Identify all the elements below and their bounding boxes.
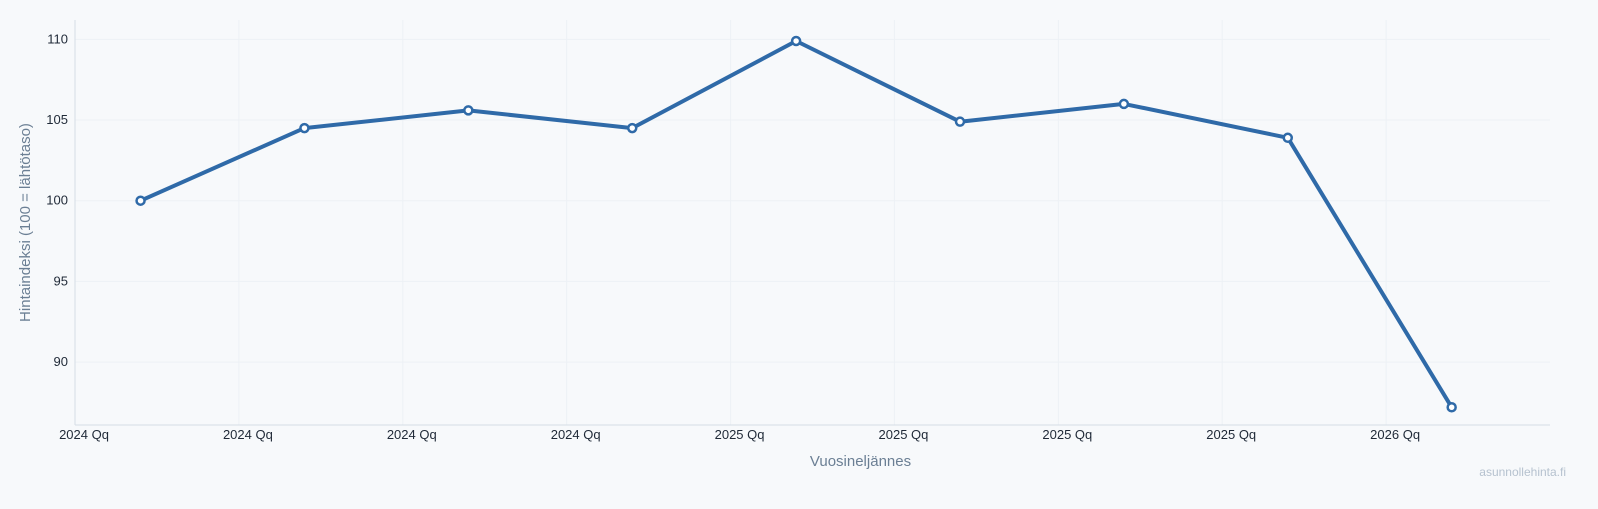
x-axis-title: Vuosineljännes bbox=[810, 453, 911, 470]
x-tick-label: 2025 Qq bbox=[1206, 427, 1256, 442]
data-point bbox=[1282, 132, 1294, 144]
watermark-text: asunnollehinta.fi bbox=[1479, 465, 1566, 479]
data-point bbox=[135, 195, 146, 206]
grid bbox=[74, 20, 1550, 425]
x-tick-label: 2026 Qq bbox=[1370, 427, 1420, 442]
data-point bbox=[954, 116, 966, 127]
data-point bbox=[463, 105, 474, 116]
x-tick-label: 2024 Qq bbox=[223, 427, 273, 442]
data-point bbox=[790, 35, 802, 47]
y-tick-label: 105 bbox=[46, 112, 68, 127]
y-axis-title: Hintaindeksi (100 = lähtötaso) bbox=[17, 123, 34, 322]
y-tick-label: 110 bbox=[47, 31, 68, 46]
x-tick-label: 2024 Qq bbox=[551, 427, 601, 442]
y-tick-label: 100 bbox=[46, 193, 68, 208]
data-point bbox=[1446, 402, 1457, 413]
x-tick-label: 2025 Qq bbox=[1042, 427, 1092, 442]
data-point bbox=[626, 122, 638, 134]
tick-labels: 90 95 100 105 110 2024 Qq 2024 Qq 2024 Qq 2024 Q… bbox=[46, 31, 1420, 442]
series-line bbox=[138, 39, 1454, 410]
data-point bbox=[299, 122, 310, 134]
y-tick-label: 95 bbox=[54, 273, 68, 288]
y-tick-label: 90 bbox=[54, 354, 68, 369]
data-point bbox=[1118, 98, 1130, 110]
x-tick-label: 2025 Qq bbox=[715, 427, 765, 442]
x-tick-label: 2025 Qq bbox=[879, 427, 929, 442]
x-tick-label: 2024 Qq bbox=[387, 427, 437, 442]
axes bbox=[74, 20, 1550, 426]
x-tick-label: 2024 Qq bbox=[59, 427, 109, 442]
series-layer bbox=[135, 35, 1457, 413]
